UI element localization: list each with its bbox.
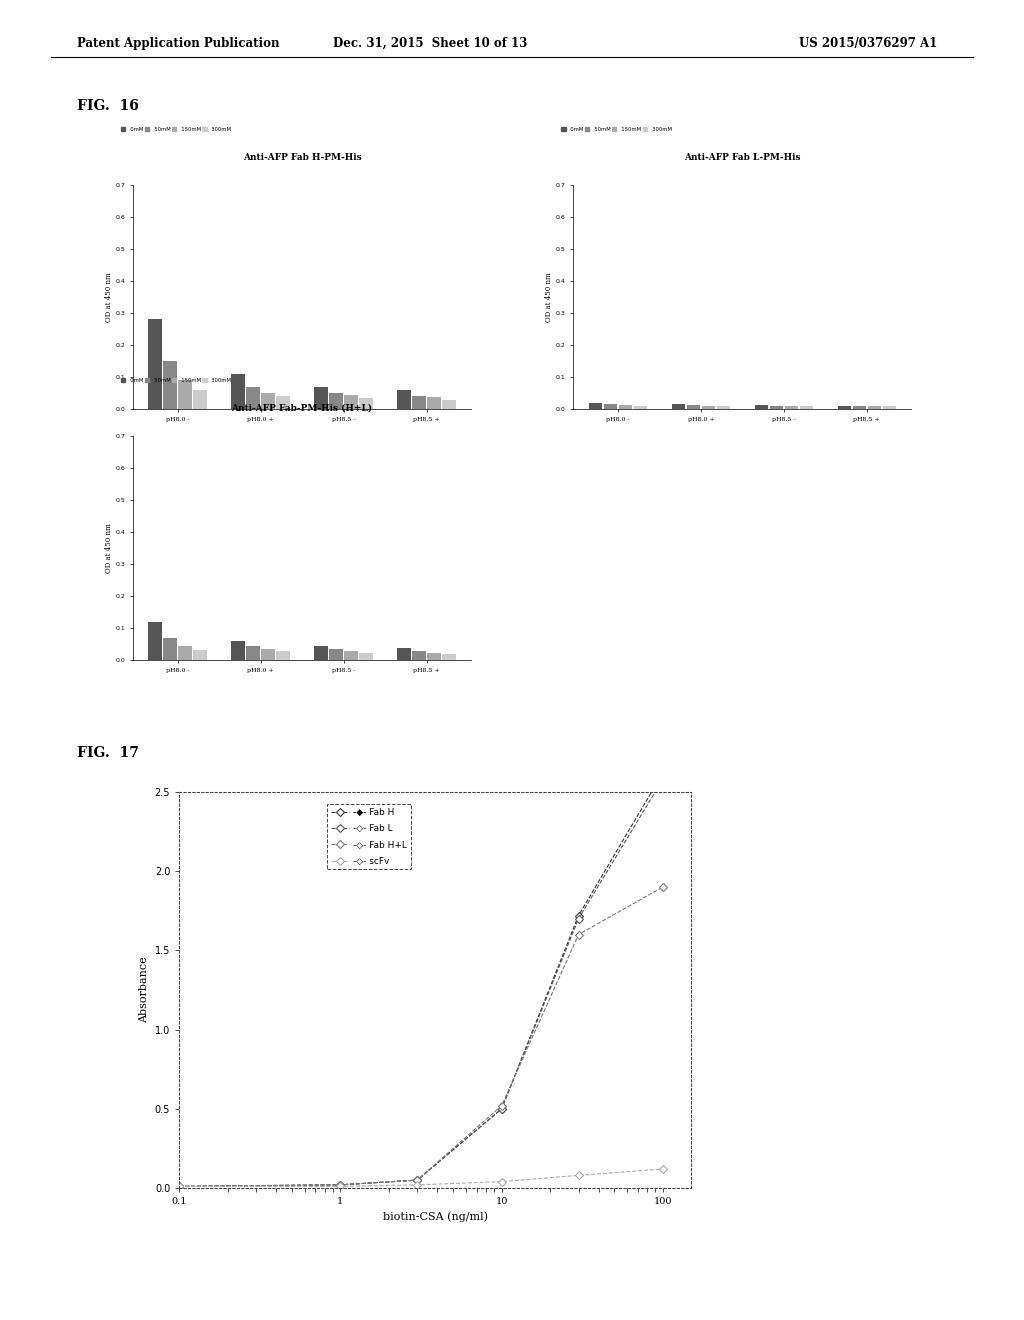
Bar: [178, 380, 191, 409]
Bar: [800, 407, 813, 409]
Bar: [314, 645, 328, 660]
Bar: [261, 393, 274, 409]
Bar: [178, 645, 191, 660]
Bar: [687, 405, 700, 409]
Bar: [413, 396, 426, 409]
Bar: [867, 407, 881, 409]
Y-axis label: OD at 450 nm: OD at 450 nm: [104, 523, 113, 573]
Title: Anti-AFP Fab-PM-His (H+L): Anti-AFP Fab-PM-His (H+L): [231, 404, 373, 413]
Legend: -◆- Fab H, -◇- Fab L, -◇- Fab H+L, -◇- scFv: -◆- Fab H, -◇- Fab L, -◇- Fab H+L, -◇- s…: [327, 804, 411, 870]
Bar: [397, 648, 411, 660]
Text: FIG.  16: FIG. 16: [77, 99, 138, 114]
Bar: [247, 387, 260, 409]
Text: US 2015/0376297 A1: US 2015/0376297 A1: [799, 37, 937, 50]
Bar: [276, 396, 290, 409]
Bar: [618, 405, 632, 409]
Bar: [330, 649, 343, 660]
Bar: [344, 651, 357, 660]
Bar: [838, 405, 851, 409]
Bar: [634, 405, 647, 409]
Bar: [148, 319, 162, 409]
Bar: [359, 399, 373, 409]
Bar: [194, 649, 207, 660]
Bar: [231, 640, 245, 660]
Bar: [427, 652, 440, 660]
Bar: [413, 651, 426, 660]
Legend:   0mM,   50mM,   150mM,   300mM: 0mM, 50mM, 150mM, 300mM: [119, 124, 233, 133]
Y-axis label: OD at 450 nm: OD at 450 nm: [545, 272, 553, 322]
Bar: [261, 649, 274, 660]
Bar: [247, 647, 260, 660]
Y-axis label: Absorbance: Absorbance: [139, 957, 150, 1023]
Bar: [442, 653, 456, 660]
Bar: [148, 622, 162, 660]
Bar: [344, 395, 357, 409]
Bar: [883, 407, 896, 409]
Bar: [397, 389, 411, 409]
Text: FIG.  17: FIG. 17: [77, 746, 138, 760]
X-axis label: biotin-CSA (ng/ml): biotin-CSA (ng/ml): [383, 1212, 487, 1222]
Bar: [672, 404, 685, 409]
Bar: [755, 405, 768, 409]
Bar: [314, 387, 328, 409]
Bar: [194, 389, 207, 409]
Legend:   0mM,   50mM,   150mM,   300mM: 0mM, 50mM, 150mM, 300mM: [559, 124, 674, 133]
Bar: [604, 404, 617, 409]
Bar: [164, 638, 177, 660]
Bar: [770, 405, 783, 409]
Bar: [701, 405, 715, 409]
Bar: [164, 362, 177, 409]
Text: Patent Application Publication: Patent Application Publication: [77, 37, 280, 50]
Bar: [359, 652, 373, 660]
Legend:   0mM,   50mM,   150mM,   300mM: 0mM, 50mM, 150mM, 300mM: [119, 375, 233, 384]
Bar: [276, 651, 290, 660]
Bar: [853, 407, 866, 409]
Text: Dec. 31, 2015  Sheet 10 of 13: Dec. 31, 2015 Sheet 10 of 13: [333, 37, 527, 50]
Bar: [231, 374, 245, 409]
Title: Anti-AFP Fab H-PM-His: Anti-AFP Fab H-PM-His: [243, 153, 361, 162]
Title: Anti-AFP Fab L-PM-His: Anti-AFP Fab L-PM-His: [684, 153, 801, 162]
Bar: [589, 403, 602, 409]
Y-axis label: OD at 450 nm: OD at 450 nm: [104, 272, 113, 322]
Bar: [717, 407, 730, 409]
Bar: [330, 393, 343, 409]
Bar: [427, 397, 440, 409]
Bar: [784, 407, 798, 409]
Bar: [442, 400, 456, 409]
